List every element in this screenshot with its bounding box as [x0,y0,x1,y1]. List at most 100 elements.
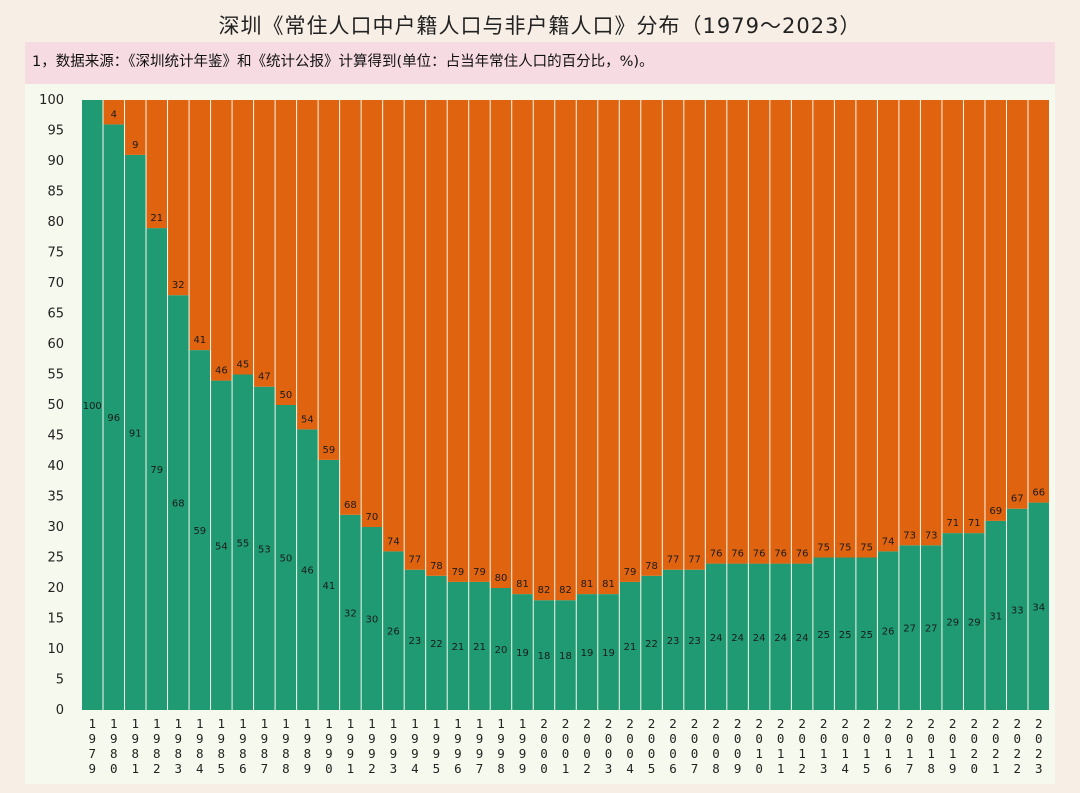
data-label-non-registered: 77 [409,555,422,566]
bar-registered [985,520,1006,710]
data-label-non-registered: 79 [624,567,637,578]
y-tick-label: 60 [47,337,64,352]
data-label-non-registered: 54 [301,414,314,425]
bar-registered [727,563,748,710]
bar-non-registered [619,100,641,582]
data-label-non-registered: 77 [688,555,701,566]
bar-non-registered [684,100,705,570]
bar-registered [705,563,727,710]
bar-registered [942,533,963,710]
y-tick-label: 5 [56,673,64,688]
y-tick-label: 90 [47,154,64,169]
data-label-non-registered: 76 [796,549,809,560]
bar-non-registered [985,100,1006,521]
data-label-non-registered: 75 [839,543,852,554]
bar-non-registered [662,100,684,570]
bar-non-registered [877,100,899,552]
data-label-registered: 54 [215,541,228,552]
bar-registered [598,594,619,710]
bar-non-registered [168,100,189,296]
y-tick-label: 45 [47,429,64,444]
data-label-non-registered: 4 [111,109,117,120]
data-label-non-registered: 74 [882,536,895,547]
y-tick-label: 85 [47,185,64,200]
bar-registered [469,581,490,710]
data-label-non-registered: 79 [452,567,465,578]
bar-non-registered [490,100,512,588]
y-tick-label: 75 [47,246,64,261]
bar-non-registered [576,100,598,595]
data-label-registered: 25 [839,630,852,641]
data-label-non-registered: 59 [323,445,336,456]
y-tick-label: 10 [47,642,64,657]
data-label-registered: 29 [968,618,981,629]
bar-registered [146,228,168,710]
data-label-registered: 21 [624,642,637,653]
bar-non-registered [705,100,727,564]
bar-non-registered [899,100,920,546]
bar-non-registered [533,100,555,601]
data-label-non-registered: 21 [150,213,163,224]
data-label-registered: 26 [387,627,400,638]
data-label-registered: 29 [946,618,959,629]
bar-registered [512,594,533,710]
source-note: 1，数据来源：《深圳统计年鉴》和《统计公报》计算得到(单位：占当年常住人口的百分… [32,54,654,70]
bar-registered [748,563,770,710]
bar-non-registered [211,100,232,381]
data-label-non-registered: 50 [279,390,292,401]
data-label-non-registered: 76 [753,549,766,560]
data-label-registered: 91 [129,428,142,439]
data-label-non-registered: 79 [473,567,486,578]
y-tick-label: 80 [47,215,64,230]
data-label-registered: 22 [645,639,658,650]
bar-registered [877,551,899,710]
bar-non-registered [383,100,404,552]
bar-registered [275,405,297,710]
data-label-non-registered: 73 [903,530,916,541]
data-label-registered: 23 [409,636,422,647]
data-label-registered: 25 [860,630,873,641]
bar-registered [254,386,275,710]
bar-non-registered [834,100,856,558]
y-tick-label: 70 [47,276,64,291]
data-label-registered: 41 [323,581,336,592]
bar-non-registered [146,100,168,229]
y-tick-label: 65 [47,307,64,322]
data-label-non-registered: 81 [516,579,529,590]
bar-non-registered [942,100,963,534]
data-label-non-registered: 66 [1032,488,1045,499]
y-tick-label: 0 [56,703,64,718]
data-label-registered: 23 [688,636,701,647]
y-tick-label: 50 [47,398,64,413]
bar-registered [168,295,189,710]
bar-non-registered [856,100,877,558]
bar-registered [963,533,985,710]
data-label-non-registered: 74 [387,536,400,547]
data-label-registered: 59 [193,526,206,537]
data-label-non-registered: 70 [366,512,379,523]
bar-registered [791,563,813,710]
bar-non-registered [963,100,985,534]
data-label-registered: 25 [817,630,830,641]
data-label-non-registered: 73 [925,530,938,541]
data-label-registered: 22 [430,639,443,650]
data-label-non-registered: 9 [132,140,138,151]
